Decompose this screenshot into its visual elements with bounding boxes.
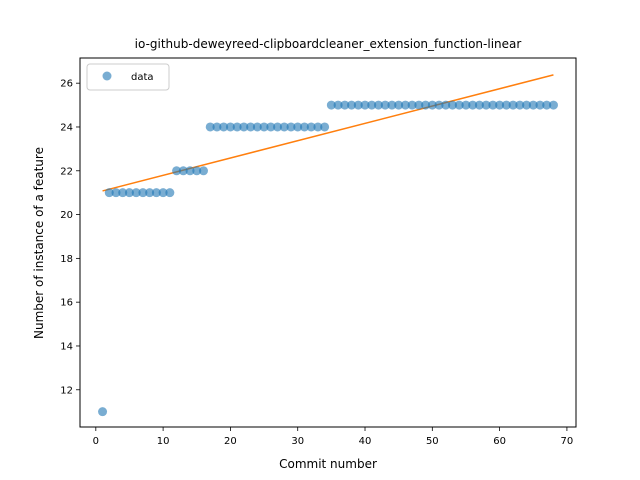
data-point [548,100,558,110]
legend-marker [102,71,112,81]
data-point [320,122,330,132]
data-point [145,188,155,198]
axes-frame [79,57,577,428]
data-point [299,122,309,132]
data-point [454,100,464,110]
data-point [333,100,343,110]
data-point [239,122,249,132]
data-point [508,100,518,110]
data-point [353,100,363,110]
data-point [286,122,296,132]
y-tick-label: 22 [60,166,73,177]
data-point [118,188,128,198]
data-point [219,122,229,132]
data-point [198,166,208,176]
data-point [495,100,505,110]
y-tick-label: 26 [60,79,73,90]
data-point [468,100,478,110]
data-point [434,100,444,110]
legend: data [86,63,170,91]
x-tick-label: 70 [561,436,574,447]
y-tick-label: 24 [60,122,73,133]
data-point [259,122,269,132]
data-point [421,100,431,110]
data-point [192,166,202,176]
x-tick-label: 10 [157,436,170,447]
data-point [347,100,357,110]
data-point [407,100,417,110]
data-point [131,188,141,198]
data-point [225,122,235,132]
data-point [326,100,336,110]
data-point [124,188,134,198]
x-axis: 0 10 20 30 40 50 60 70 [93,427,574,447]
data-point [185,166,195,176]
data-point [246,122,256,132]
y-tick-label: 20 [60,210,73,221]
data-point [461,100,471,110]
data-point [501,100,511,110]
data-point [293,122,303,132]
data-point [474,100,484,110]
data-point [212,122,222,132]
data-point [340,100,350,110]
x-tick-label: 40 [359,436,372,447]
data-point [515,100,525,110]
x-tick-label: 0 [93,436,99,447]
trend-line [102,74,554,192]
data-point [104,188,114,198]
data-point [373,100,383,110]
data-point [172,166,182,176]
data-point [414,100,424,110]
data-point [367,100,377,110]
data-point [441,100,451,110]
data-point [279,122,289,132]
data-point [178,166,188,176]
chart-title: io-github-deweyreed-clipboardcleaner_ext… [135,37,522,51]
data-point [111,188,121,198]
data-point [138,188,148,198]
x-axis-label: Commit number [279,457,377,471]
y-tick-label: 14 [60,341,73,352]
legend-box [86,63,170,91]
data-point [528,100,538,110]
data-point [306,122,316,132]
data-point [205,122,215,132]
x-tick-label: 30 [291,436,304,447]
data-point [98,407,108,417]
x-tick-label: 60 [493,436,506,447]
data-point [394,100,404,110]
data-point [273,122,283,132]
y-axis-label: Number of instance of a feature [32,147,46,339]
data-point [448,100,458,110]
y-axis: 12 14 16 18 20 22 24 26 [60,79,80,396]
y-tick-label: 12 [60,385,73,396]
x-tick-label: 20 [224,436,237,447]
y-tick-label: 18 [60,254,73,265]
data-point [360,100,370,110]
data-point [151,188,161,198]
data-point [266,122,276,132]
data-point [158,188,168,198]
data-point [313,122,323,132]
x-tick-label: 50 [426,436,439,447]
data-point [400,100,410,110]
data-point [252,122,262,132]
legend-label: data [131,72,154,83]
data-point [488,100,498,110]
data-point [427,100,437,110]
data-point [232,122,242,132]
data-point [380,100,390,110]
data-point [522,100,532,110]
data-point [481,100,491,110]
data-point [542,100,552,110]
data-point [165,188,175,198]
plot-area [98,74,558,417]
data-point [387,100,397,110]
data-point [535,100,545,110]
y-tick-label: 16 [60,298,73,309]
